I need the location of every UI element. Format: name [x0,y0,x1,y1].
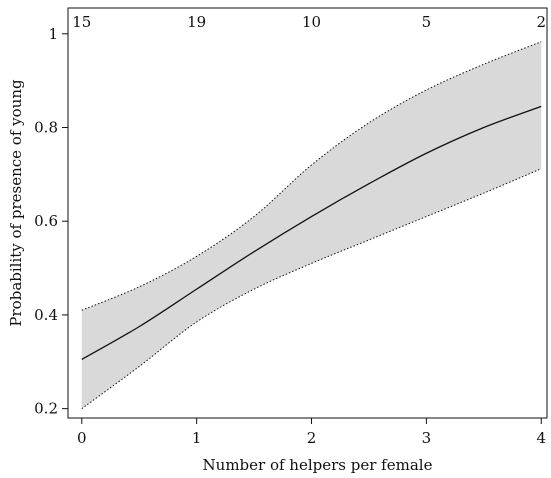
ticks-layer [62,33,542,424]
y-tick-label: 0.2 [34,400,58,418]
plot-frame [67,7,548,419]
y-axis-title: Probability of presence of young [7,79,25,327]
y-tick-label: 1 [48,25,58,43]
sample-size-label: 10 [302,13,321,31]
confidence-band [81,41,542,409]
x-tick-label: 4 [536,429,546,447]
y-tick-label: 0.6 [34,212,58,230]
x-axis-title: Number of helpers per female [203,456,433,474]
y-tick-label: 0.8 [34,118,58,136]
ci-upper-line [81,41,542,311]
sample-size-label: 5 [422,13,432,31]
sample-size-label: 2 [536,13,546,31]
series-lines-layer [81,41,542,410]
x-tick-label: 3 [422,429,432,447]
y-tick-label: 0.4 [34,306,58,324]
fitted-line [81,105,542,360]
x-tick-label: 1 [192,429,202,447]
x-tick-label: 2 [307,429,317,447]
tick-labels-layer: 0 1 2 3 4 0.2 0.4 0.6 0.8 1 15 19 10 5 2 [34,13,546,447]
confidence-band-layer [81,41,542,409]
sample-size-label: 15 [72,13,91,31]
x-tick-label: 0 [77,429,87,447]
sample-size-label: 19 [187,13,206,31]
